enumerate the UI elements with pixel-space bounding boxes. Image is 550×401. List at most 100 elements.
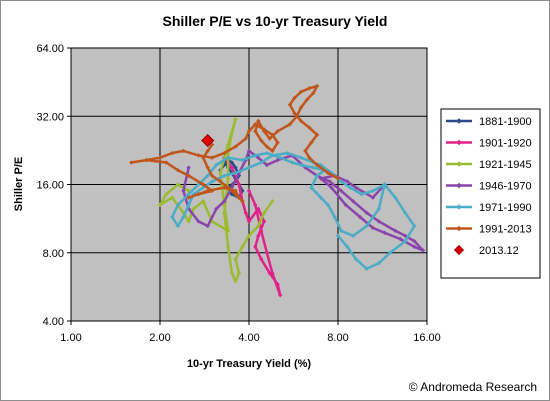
data-point: [246, 148, 252, 154]
data-point: [393, 195, 398, 200]
data-point: [309, 185, 314, 190]
y-axis-label: Shiller P/E: [13, 157, 25, 211]
data-point: [186, 202, 191, 208]
data-point: [318, 195, 324, 200]
legend-label: 1946-1970: [479, 181, 532, 193]
data-point: [261, 127, 267, 132]
data-point: [236, 195, 242, 200]
credit-text: © Andromeda Research: [409, 380, 537, 394]
data-point: [240, 199, 245, 204]
data-point: [267, 136, 272, 141]
data-point: [298, 155, 304, 160]
data-point: [287, 102, 293, 107]
data-point: [209, 173, 215, 178]
data-point: [214, 206, 219, 212]
data-point: [170, 195, 175, 200]
data-point: [259, 256, 264, 262]
data-point: [225, 176, 231, 181]
data-point: [294, 114, 299, 119]
data-point: [218, 170, 223, 176]
series-1946-1970: [181, 148, 426, 253]
data-point: [256, 233, 261, 239]
data-point: [233, 165, 238, 170]
legend-label: 1921-1945: [479, 159, 532, 171]
x-tick-label: 1.00: [60, 332, 81, 344]
data-point: [314, 173, 320, 178]
data-point: [229, 270, 235, 276]
data-point: [370, 195, 376, 200]
legend-item-1971-1990: 1971-1990: [446, 202, 532, 214]
legend-item-1921-1945: 1921-1945: [446, 159, 532, 171]
data-point: [175, 223, 181, 229]
data-point: [335, 233, 341, 239]
data-point: [382, 182, 387, 187]
x-axis-label: 10-yr Treasury Yield (%): [187, 358, 311, 370]
data-point: [298, 118, 304, 124]
data-point: [243, 136, 248, 141]
data-point: [327, 179, 332, 184]
data-point: [205, 165, 210, 170]
data-point: [393, 228, 398, 233]
data-point: [196, 182, 201, 187]
data-point: [382, 230, 387, 235]
data-point: [353, 185, 359, 190]
x-tick-label: 4.00: [238, 332, 259, 344]
data-point: [412, 223, 417, 229]
data-point: [175, 182, 181, 187]
data-point: [314, 83, 320, 89]
legend-item-1901-1920: 1901-1920: [446, 138, 532, 150]
x-tick-label: 2.00: [149, 332, 170, 344]
data-point: [275, 157, 280, 163]
data-point: [191, 206, 196, 212]
data-point: [205, 148, 210, 154]
series-2013.12: [201, 133, 215, 148]
data-point: [175, 168, 181, 173]
ticks: 1.00 2.00 4.00 8.00 16.00 4.00 8.00 16.00 32.00 6…: [36, 43, 440, 344]
data-point: [214, 162, 219, 168]
data-point: [298, 89, 304, 95]
data-point: [402, 233, 408, 239]
data-point: [261, 219, 267, 224]
data-point: [264, 250, 270, 255]
data-point: [412, 238, 417, 244]
data-point: [240, 157, 245, 163]
data-point: [338, 228, 344, 233]
data-point: [348, 185, 353, 190]
data-point: [307, 125, 312, 130]
data-point: [233, 278, 238, 284]
legend-item-2013.12: 2013.12: [453, 244, 519, 257]
data-point: [285, 150, 290, 156]
legend-swatch-marker: [456, 139, 462, 146]
data-point: [186, 165, 191, 170]
data-point: [398, 236, 403, 242]
data-point: [253, 153, 258, 158]
data-point: [307, 86, 312, 91]
data-point: [264, 162, 270, 168]
data-point: [209, 179, 215, 184]
data-point: [253, 128, 258, 134]
legend-label: 1881-1900: [479, 116, 532, 128]
data-point: [350, 233, 356, 239]
data-point: [222, 150, 227, 156]
data-point: [233, 188, 238, 194]
data-point: [205, 188, 210, 194]
y-tick-label: 32.00: [36, 111, 64, 123]
data-point: [225, 142, 231, 147]
data-point: [287, 122, 293, 127]
data-point: [164, 191, 169, 197]
data-point: [420, 248, 426, 253]
data-point: [256, 118, 261, 124]
data-point: [259, 160, 264, 165]
data-point: [186, 191, 191, 197]
data-point: [225, 244, 231, 249]
data-point: [201, 199, 206, 204]
data-point: [225, 228, 231, 233]
series-line: [130, 84, 339, 203]
data-point: [229, 130, 235, 136]
data-point: [236, 270, 242, 276]
data-point: [264, 150, 270, 156]
series-1971-1990: [170, 150, 417, 271]
data-point: [338, 188, 344, 194]
data-point: [292, 95, 297, 101]
